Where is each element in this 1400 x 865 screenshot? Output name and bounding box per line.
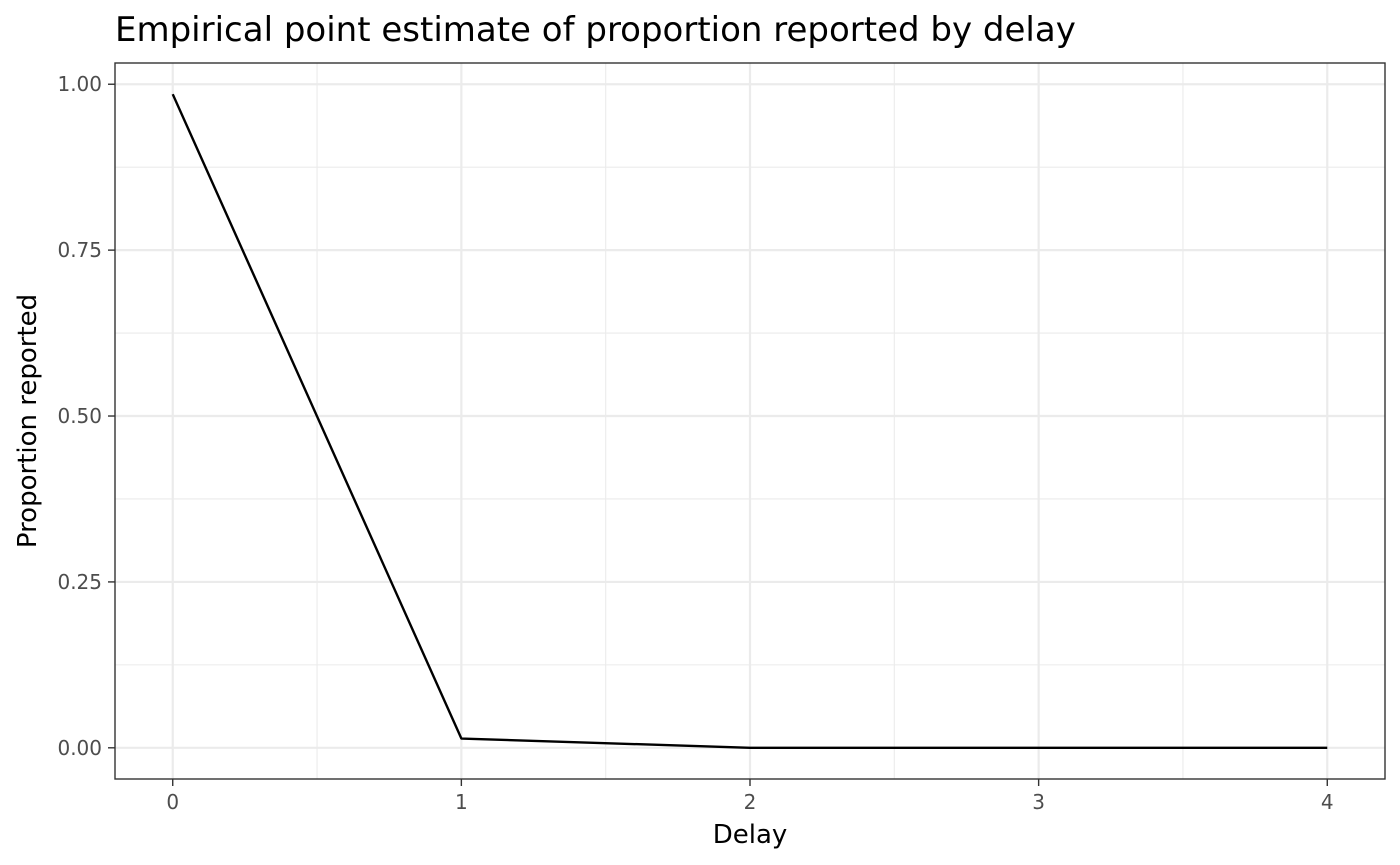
y-axis-title: Proportion reported xyxy=(13,294,43,548)
x-tick-label: 3 xyxy=(1032,790,1045,814)
y-tick-label: 0.50 xyxy=(57,404,102,428)
x-tick-label: 1 xyxy=(455,790,468,814)
x-tick-label: 0 xyxy=(166,790,179,814)
axis-layer: 0 1 2 3 4 0.00 0.25 0.50 0.75 1.00 xyxy=(57,72,1333,814)
y-tick-label: 1.00 xyxy=(57,72,102,96)
grid-layer xyxy=(115,63,1385,779)
y-tick-label: 0.75 xyxy=(57,238,102,262)
x-axis-title: Delay xyxy=(713,820,788,850)
y-tick-label: 0.25 xyxy=(57,570,102,594)
x-tick-label: 4 xyxy=(1321,790,1334,814)
series-line xyxy=(171,93,1328,750)
y-tick-label: 0.00 xyxy=(57,736,102,760)
line-layer xyxy=(171,93,1328,750)
x-tick-label: 2 xyxy=(744,790,757,814)
chart-title: Empirical point estimate of proportion r… xyxy=(115,10,1076,50)
